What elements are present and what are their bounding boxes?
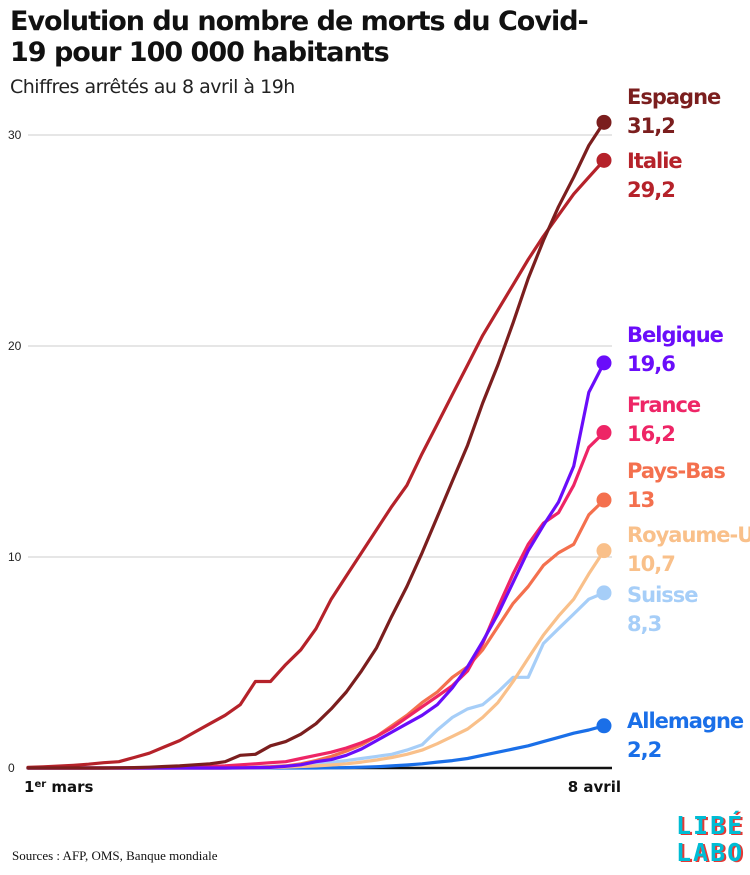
y-tick-10: 10 [8,550,22,564]
y-tick-0: 0 [8,761,15,775]
x-tick-start-sup: er [34,779,46,790]
end-dot-italie [596,152,612,168]
series-label-france: France [627,393,701,417]
series-label-allemagne: Allemagne [627,709,744,733]
series-line-italie [26,158,606,770]
series-line-royaume-uni [26,549,606,770]
end-dot-royaume-uni [596,543,612,559]
series-value-espagne: 31,2 [627,114,675,138]
series-line-pays-bas [26,498,606,770]
end-dot-france [596,425,612,441]
series-value-allemagne: 2,2 [627,738,661,762]
series-value-pays-bas: 13 [627,488,654,512]
series-line-espagne [26,120,606,770]
series-label-italie: Italie [627,149,682,173]
series-label-belgique: Belgique [627,323,724,347]
x-tick-start: 1er mars [24,778,94,796]
end-dot-allemagne [596,718,612,734]
series-lines [26,120,606,770]
libe-labo-logo[interactable]: LIBÉ LABO [676,812,742,866]
y-tick-20: 20 [8,339,22,353]
source-note: Sources : AFP, OMS, Banque mondiale [12,848,218,863]
y-tick-30: 30 [8,128,22,142]
chart-subtitle: Chiffres arrêtés au 8 avril à 19h [10,76,295,98]
end-dot-belgique [596,355,612,371]
series-end-dots [596,114,612,734]
end-dot-pays-bas [596,492,612,508]
series-line-suisse [26,591,606,770]
end-dot-suisse [596,585,612,601]
x-axis-ticks: 1er mars 8 avril [24,778,621,796]
series-value-italie: 29,2 [627,178,675,202]
logo-bottom-text: LABO [676,838,745,867]
chart-title: Evolution du nombre de morts du Covid-19… [10,6,589,68]
series-labels: Espagne 31,2 Italie 29,2 Belgique 19,6 France 1… [627,85,750,762]
series-value-france: 16,2 [627,422,675,446]
series-value-royaume-uni: 10,7 [627,552,675,576]
series-label-suisse: Suisse [627,583,698,607]
gridlines [28,134,612,558]
series-label-pays-bas: Pays-Bas [627,459,725,483]
x-tick-end: 8 avril [568,778,621,796]
logo-top-text: LIBÉ [676,811,745,840]
end-dot-espagne [596,114,612,130]
series-label-royaume-uni: Royaume-Uni [627,523,750,547]
series-value-suisse: 8,3 [627,612,661,636]
series-label-espagne: Espagne [627,85,721,109]
series-value-belgique: 19,6 [627,352,675,376]
